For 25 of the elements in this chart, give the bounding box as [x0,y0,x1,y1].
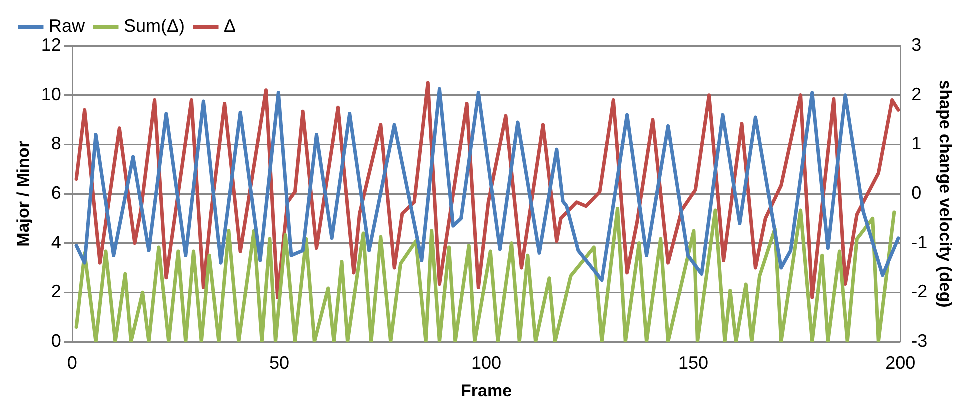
y-tick-label: 0 [51,330,62,351]
y-tick-label: 12 [41,34,62,55]
y-tick-label: 2 [51,282,62,302]
y2-tick-label: 0 [912,182,922,203]
y2-axis-title: shape change velocity (deg) [936,80,956,308]
x-tick-label: 100 [471,352,502,373]
x-tick-label: 200 [886,352,916,373]
legend-label: Δ [224,16,236,36]
y-tick-label: 4 [51,232,62,252]
x-axis-title: Frame [460,381,512,400]
y2-tick-label: -2 [912,282,928,302]
x-tick-label: 50 [269,352,290,373]
x-tick-label: 150 [678,352,709,373]
legend-label: Raw [49,16,86,36]
y2-tick-label: -1 [912,232,928,252]
y2-tick-label: 2 [912,84,922,104]
y2-tick-label: 1 [912,134,922,154]
x-tick-label: 0 [67,352,78,373]
legend-label: Sum(Δ) [124,16,186,36]
y-tick-label: 6 [51,182,62,203]
y2-tick-label: -3 [912,330,928,351]
y-tick-label: 8 [51,134,62,154]
y2-tick-label: 3 [912,34,922,55]
y-axis-title: Major / Minor [14,140,33,247]
y-tick-label: 10 [41,84,62,104]
